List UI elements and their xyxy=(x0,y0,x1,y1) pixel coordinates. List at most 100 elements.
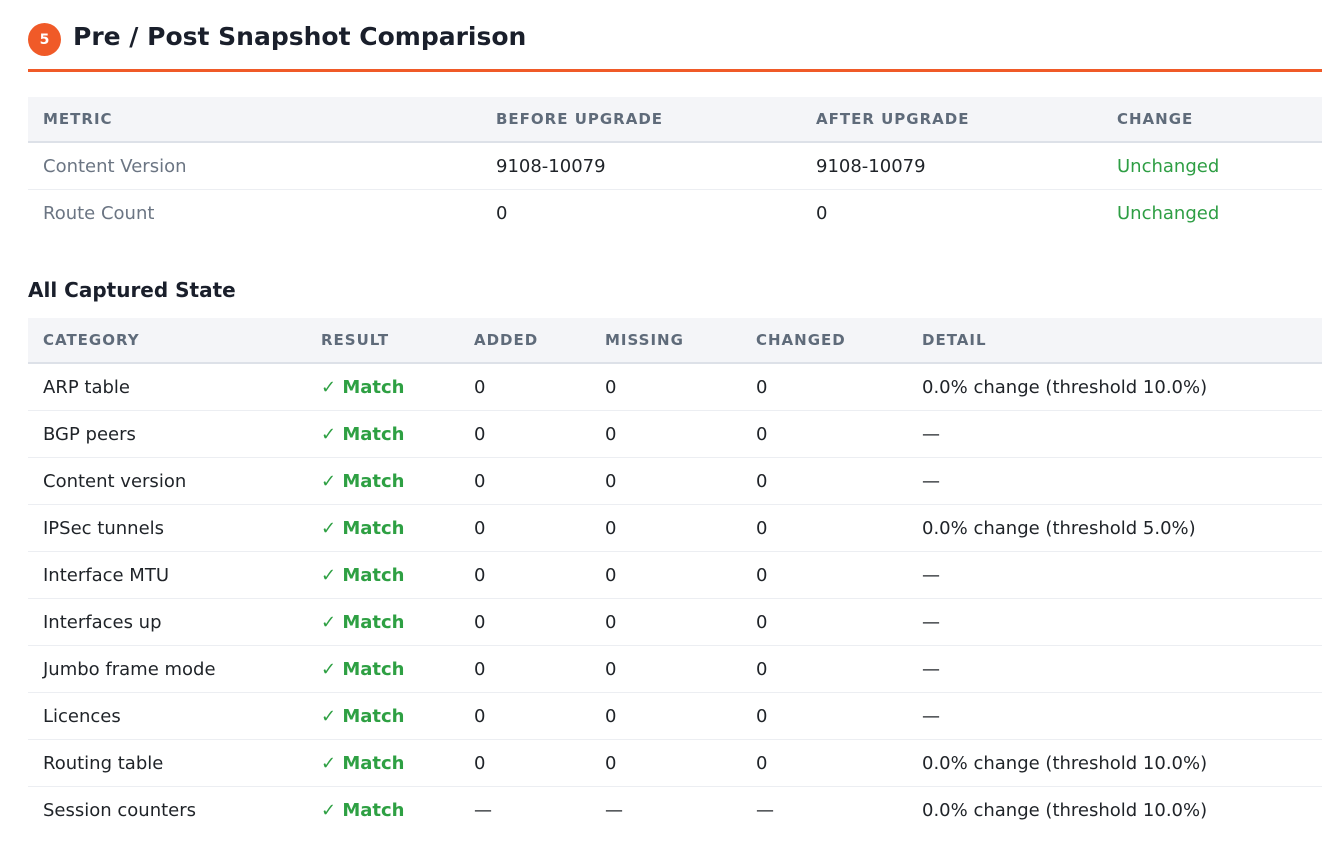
table-cell: 0 xyxy=(459,551,590,599)
table-cell: 0 xyxy=(459,410,590,458)
table-row: Content Version 9108-10079 9108-10079 Uncha… xyxy=(28,142,1322,190)
table-row: Routing table ✓ Match 0 0 0 0.0% change (thre… xyxy=(28,739,1322,787)
table-cell: IPSec tunnels xyxy=(28,504,306,552)
section-title: Pre / Post Snapshot Comparison xyxy=(73,22,527,51)
table-cell: — xyxy=(756,799,774,821)
column-header: CATEGORY xyxy=(28,318,306,364)
table-cell: ✓ Match xyxy=(306,410,459,458)
table-cell: ✓ Match xyxy=(306,598,459,646)
table-cell: 0 xyxy=(741,363,907,411)
table-head: METRIC BEFORE UPGRADE AFTER UPGRADE CHANGE xyxy=(28,97,1322,143)
table-cell: 0 xyxy=(590,457,741,505)
table-body: Content Version 9108-10079 9108-10079 Uncha… xyxy=(28,142,1322,236)
table-cell: 0 xyxy=(459,598,590,646)
column-header: CHANGE xyxy=(1102,97,1322,143)
table-cell: Content version xyxy=(28,457,306,505)
state-table: CATEGORY RESULT ADDED MISSING CHANGED DETAIL A… xyxy=(28,318,1322,833)
table-cell: 0 xyxy=(459,457,590,505)
table-cell: 0.0% change (threshold 10.0%) xyxy=(922,799,1208,821)
table-head: CATEGORY RESULT ADDED MISSING CHANGED DETAIL xyxy=(28,318,1322,364)
column-header: MISSING xyxy=(590,318,741,364)
table-cell: — xyxy=(907,645,1322,693)
table-cell: ✓ Match xyxy=(306,457,459,505)
table-cell: Unchanged xyxy=(1102,142,1322,190)
table-cell: 0 xyxy=(590,363,741,411)
table-cell: 0 xyxy=(459,739,590,787)
table-row: Content version ✓ Match 0 0 0— xyxy=(28,457,1322,505)
table-row: Licences ✓ Match 0 0 0— xyxy=(28,692,1322,740)
table-cell: 9108-10079 xyxy=(801,142,1102,190)
section-badge: 5 xyxy=(28,23,61,56)
table-cell: 0 xyxy=(741,692,907,740)
table-row: Session counters ✓ Match — — — 0.0% change (t… xyxy=(28,787,1322,834)
table-cell: ✓ Match xyxy=(321,799,405,821)
table-cell: 0 xyxy=(590,551,741,599)
table-cell: 0 xyxy=(459,363,590,411)
table-cell: ✓ Match xyxy=(306,692,459,740)
table-cell: — xyxy=(907,598,1322,646)
table-row: ARP table ✓ Match 0 0 0 0.0% change (threshol… xyxy=(28,363,1322,411)
title-rule xyxy=(28,69,1322,72)
table-cell: Unchanged xyxy=(1117,202,1220,224)
table-cell: 0 xyxy=(496,202,508,224)
table-cell: 0 xyxy=(590,598,741,646)
table-cell: Session counters xyxy=(43,799,197,821)
table-cell: ✓ Match xyxy=(306,739,459,787)
table-cell: 0 xyxy=(590,692,741,740)
table-cell: ✓ Match xyxy=(306,363,459,411)
table-cell: 0.0% change (threshold 10.0%) xyxy=(907,739,1322,787)
header-row: CATEGORY RESULT ADDED MISSING CHANGED DETAIL xyxy=(28,318,1322,364)
table-cell: Interface MTU xyxy=(28,551,306,599)
table-body: ARP table ✓ Match 0 0 0 0.0% change (threshol… xyxy=(28,363,1322,833)
table-cell: Interfaces up xyxy=(28,598,306,646)
table-row: IPSec tunnels ✓ Match 0 0 0 0.0% change (thre… xyxy=(28,504,1322,552)
table-cell: — xyxy=(907,457,1322,505)
table-cell: ✓ Match xyxy=(306,645,459,693)
table-row: BGP peers ✓ Match 0 0 0— xyxy=(28,410,1322,458)
table-cell: 0 xyxy=(741,551,907,599)
table-cell: 0 xyxy=(741,504,907,552)
column-header: AFTER UPGRADE xyxy=(801,97,1102,143)
table-cell: Content Version xyxy=(28,142,481,190)
table-cell: 0 xyxy=(816,202,828,224)
table-cell: 0 xyxy=(741,739,907,787)
table-cell: Licences xyxy=(28,692,306,740)
table-cell: — xyxy=(907,692,1322,740)
table-row: Interfaces up ✓ Match 0 0 0— xyxy=(28,598,1322,646)
table-cell: — xyxy=(907,410,1322,458)
table-cell: 0 xyxy=(741,598,907,646)
column-header: RESULT xyxy=(306,318,459,364)
table-cell: 0 xyxy=(741,410,907,458)
table-cell: 0 xyxy=(459,692,590,740)
table-cell: ARP table xyxy=(28,363,306,411)
table-cell: Jumbo frame mode xyxy=(28,645,306,693)
column-header: BEFORE UPGRADE xyxy=(481,97,801,143)
table-cell: 0 xyxy=(459,504,590,552)
table-cell: 0 xyxy=(459,645,590,693)
table-cell: — xyxy=(474,799,492,821)
table-cell: 0 xyxy=(741,457,907,505)
table-cell: 0 xyxy=(590,410,741,458)
table-cell: — xyxy=(605,799,623,821)
table-cell: 0 xyxy=(590,645,741,693)
table-cell: 0 xyxy=(741,645,907,693)
table-cell: 0.0% change (threshold 10.0%) xyxy=(907,363,1322,411)
table-row: Jumbo frame mode ✓ Match 0 0 0— xyxy=(28,645,1322,693)
table-cell: 0 xyxy=(590,504,741,552)
table-cell: Route Count xyxy=(43,202,155,224)
header-row: METRIC BEFORE UPGRADE AFTER UPGRADE CHANGE xyxy=(28,97,1322,143)
table-cell: 0 xyxy=(590,739,741,787)
table-row: Interface MTU ✓ Match 0 0 0— xyxy=(28,551,1322,599)
column-header: DETAIL xyxy=(907,318,1322,364)
table-cell: ✓ Match xyxy=(306,504,459,552)
summary-table: METRIC BEFORE UPGRADE AFTER UPGRADE CHANGE C… xyxy=(28,97,1322,236)
table-cell: 9108-10079 xyxy=(481,142,801,190)
table-cell: — xyxy=(907,551,1322,599)
column-header: METRIC xyxy=(28,97,481,143)
table-cell: BGP peers xyxy=(28,410,306,458)
table-cell: ✓ Match xyxy=(306,551,459,599)
table-cell: Routing table xyxy=(28,739,306,787)
table-cell: 0.0% change (threshold 5.0%) xyxy=(907,504,1322,552)
column-header: CHANGED xyxy=(741,318,907,364)
